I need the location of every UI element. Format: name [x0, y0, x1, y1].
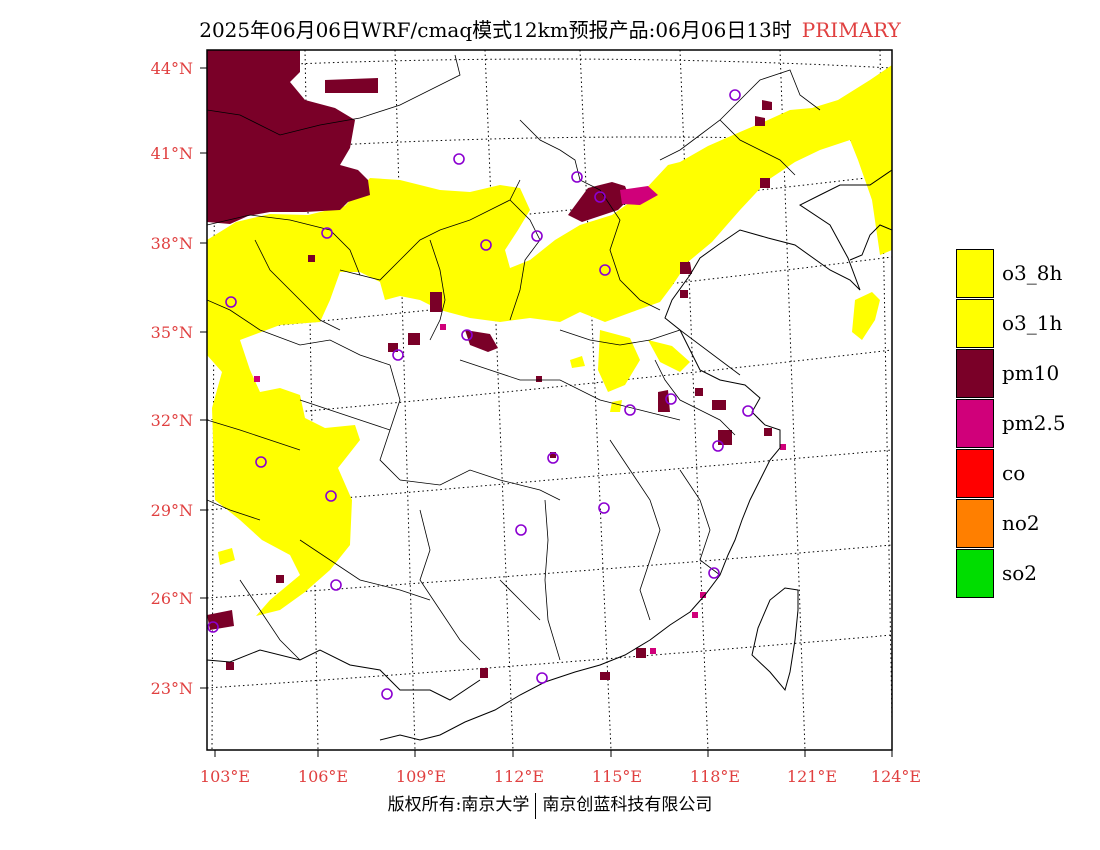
lon-label-124: 124°E — [871, 767, 921, 786]
legend-label: pm2.5 — [1002, 411, 1066, 435]
province-borders — [207, 54, 821, 661]
lon-label-118: 118°E — [690, 767, 740, 786]
legend-swatch — [956, 349, 994, 398]
lon-labels: 103°E 106°E 109°E 112°E 115°E 118°E 121°… — [200, 767, 921, 786]
lon-ticks — [214, 750, 893, 757]
legend-item-pm10: pm10 — [956, 349, 1096, 399]
legend-swatch — [956, 549, 994, 598]
legend-label: o3_8h — [1002, 261, 1063, 285]
footer-left: 版权所有:南京大学 — [387, 795, 530, 815]
lat-label-26: 26°N — [151, 589, 193, 608]
copyright-footer: 版权所有:南京大学 南京创蓝科技有限公司 — [0, 790, 1100, 819]
legend-label: no2 — [1002, 511, 1040, 535]
lon-label-112: 112°E — [494, 767, 544, 786]
legend-item-pm25: pm2.5 — [956, 399, 1096, 449]
lon-label-106: 106°E — [298, 767, 348, 786]
lat-labels: 44°N 41°N 38°N 35°N 32°N 29°N 26°N 23°N — [151, 59, 193, 698]
lat-label-38: 38°N — [151, 234, 193, 253]
legend-swatch — [956, 449, 994, 498]
pm25-field — [254, 186, 786, 654]
legend-swatch — [956, 299, 994, 348]
lon-label-103: 103°E — [200, 767, 250, 786]
coastline — [207, 169, 892, 741]
title-main: 2025年06月06日WRF/cmaq模式12km预报产品:06月06日13时 — [199, 18, 792, 42]
legend-item-o3-8h: o3_8h — [956, 249, 1096, 299]
legend-swatch — [956, 249, 994, 298]
lat-label-32: 32°N — [151, 411, 193, 430]
lat-label-41: 41°N — [151, 144, 193, 163]
legend-label: pm10 — [1002, 361, 1060, 385]
lat-label-23: 23°N — [151, 679, 193, 698]
lon-label-121: 121°E — [787, 767, 837, 786]
map-content — [207, 50, 892, 750]
o3-field — [207, 65, 892, 616]
legend-label: co — [1002, 461, 1026, 485]
legend-item-so2: so2 — [956, 549, 1096, 599]
lon-label-109: 109°E — [396, 767, 446, 786]
lon-label-115: 115°E — [592, 767, 642, 786]
legend-item-o3-1h: o3_1h — [956, 299, 1096, 349]
legend-item-no2: no2 — [956, 499, 1096, 549]
legend-swatch — [956, 399, 994, 448]
legend-item-co: co — [956, 449, 1096, 499]
lat-label-44: 44°N — [151, 59, 193, 78]
footer-right: 南京创蓝科技有限公司 — [542, 795, 713, 815]
station-markers — [207, 89, 754, 700]
title-tag: PRIMARY — [801, 18, 901, 42]
map-title: 2025年06月06日WRF/cmaq模式12km预报产品:06月06日13时 P… — [0, 14, 1100, 43]
legend-label: o3_1h — [1002, 311, 1063, 335]
legend-label: so2 — [1002, 561, 1038, 585]
legend-swatch — [956, 499, 994, 548]
lat-ticks — [200, 67, 207, 689]
footer-separator — [535, 792, 537, 819]
lat-label-35: 35°N — [151, 323, 193, 342]
map-frame — [206, 49, 893, 751]
lat-label-29: 29°N — [151, 501, 193, 520]
